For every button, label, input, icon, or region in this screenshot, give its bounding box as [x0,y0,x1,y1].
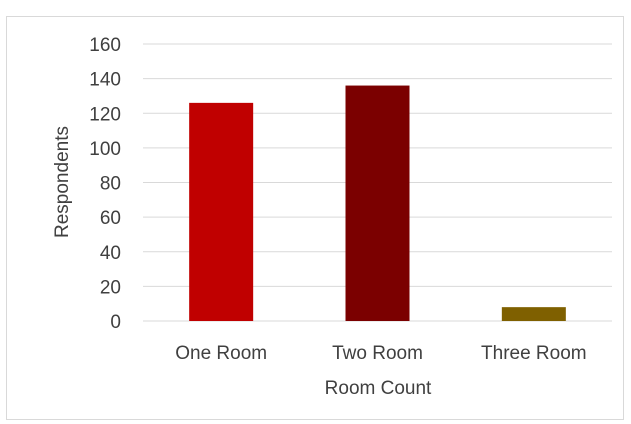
bar-one-room [189,102,254,321]
y-tick-label: 120 [89,104,121,125]
y-tick-label: 40 [100,243,121,264]
y-tick-label: 20 [100,277,121,298]
bar-three-room [501,307,566,321]
chart-frame [6,16,624,420]
bar-two-room [345,85,410,321]
y-axis-tick-labels: 0 20 40 60 80 100 120 140 160 [89,35,121,333]
x-tick-label: One Room [175,343,267,364]
x-axis-title: Room Count [325,378,432,399]
x-tick-label: Two Room [332,343,423,364]
bars [189,85,566,321]
y-tick-label: 100 [89,139,121,160]
y-tick-label: 0 [110,312,121,333]
x-axis-tick-labels: One Room Two Room Three Room [175,343,586,364]
y-axis-title: Respondents [52,126,73,238]
x-tick-label: Three Room [481,343,587,364]
y-tick-label: 160 [89,35,121,56]
y-tick-label: 140 [89,70,121,91]
y-tick-label: 80 [100,174,121,195]
y-tick-label: 60 [100,208,121,229]
